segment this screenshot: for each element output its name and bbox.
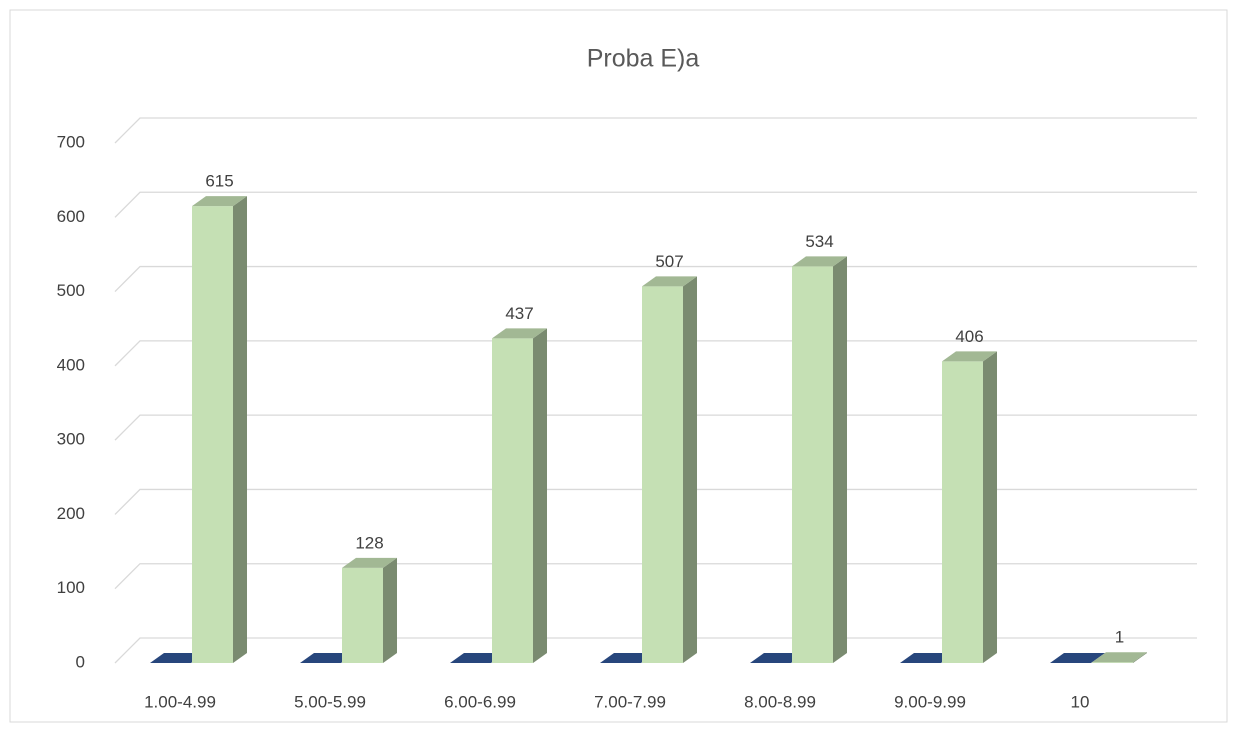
data-label: 128 — [355, 533, 383, 552]
bar-front — [342, 567, 383, 663]
bar-side — [1133, 652, 1147, 663]
y-tick-label: 700 — [57, 132, 85, 151]
bar-side — [533, 328, 547, 663]
bar-front — [492, 338, 533, 663]
data-label: 615 — [205, 172, 233, 191]
bar — [900, 653, 955, 663]
bar — [1092, 652, 1147, 663]
y-tick-label: 400 — [57, 355, 85, 374]
bar-top — [750, 653, 805, 663]
data-label: 437 — [505, 304, 533, 323]
bar — [942, 351, 997, 663]
grid-line — [114, 191, 1197, 218]
bar — [600, 653, 655, 663]
bar-front — [642, 286, 683, 663]
x-tick-label: 7.00-7.99 — [594, 692, 666, 711]
y-tick-label: 100 — [57, 578, 85, 597]
bar-top — [342, 557, 397, 568]
bar-top — [150, 653, 205, 663]
bar-top — [192, 196, 247, 207]
bar-front — [192, 206, 233, 663]
bar — [642, 276, 697, 663]
bar — [300, 653, 355, 663]
bar-top — [642, 276, 697, 287]
data-label: 406 — [955, 327, 983, 346]
bar — [1050, 653, 1105, 663]
bar-top — [300, 653, 355, 663]
x-tick-label: 10 — [1071, 692, 1090, 711]
bar — [450, 653, 505, 663]
bar-front — [942, 361, 983, 663]
x-tick-label: 1.00-4.99 — [144, 692, 216, 711]
x-tick-label: 8.00-8.99 — [744, 692, 816, 711]
bar-top — [942, 351, 997, 362]
bar-top — [600, 653, 655, 663]
bar-side — [383, 557, 397, 663]
y-tick-label: 0 — [76, 652, 85, 671]
bar — [342, 557, 397, 663]
bar-front — [1092, 662, 1133, 663]
y-tick-label: 600 — [57, 207, 85, 226]
x-tick-label: 9.00-9.99 — [894, 692, 966, 711]
bar-side — [833, 256, 847, 663]
y-tick-label: 300 — [57, 430, 85, 449]
x-tick-label: 5.00-5.99 — [294, 692, 366, 711]
bar-top — [492, 328, 547, 339]
y-tick-label: 500 — [57, 281, 85, 300]
bar — [150, 653, 205, 663]
bar — [750, 653, 805, 663]
data-label: 534 — [805, 232, 833, 251]
data-label: 1 — [1115, 628, 1124, 647]
bar-top — [1092, 652, 1147, 663]
bar — [192, 196, 247, 663]
bar-top — [792, 256, 847, 267]
chart-title: Proba E)a — [587, 45, 700, 73]
y-tick-label: 200 — [57, 504, 85, 523]
bar — [792, 256, 847, 663]
bar-top — [1050, 653, 1105, 663]
data-label: 507 — [655, 252, 683, 271]
grid-line — [114, 117, 1197, 144]
bar-front — [792, 266, 833, 663]
bar-top — [450, 653, 505, 663]
bar-side — [983, 351, 997, 663]
x-tick-label: 6.00-6.99 — [444, 692, 516, 711]
bar-top — [900, 653, 955, 663]
bar-side — [683, 276, 697, 663]
bar — [492, 328, 547, 663]
bar-side — [233, 196, 247, 663]
